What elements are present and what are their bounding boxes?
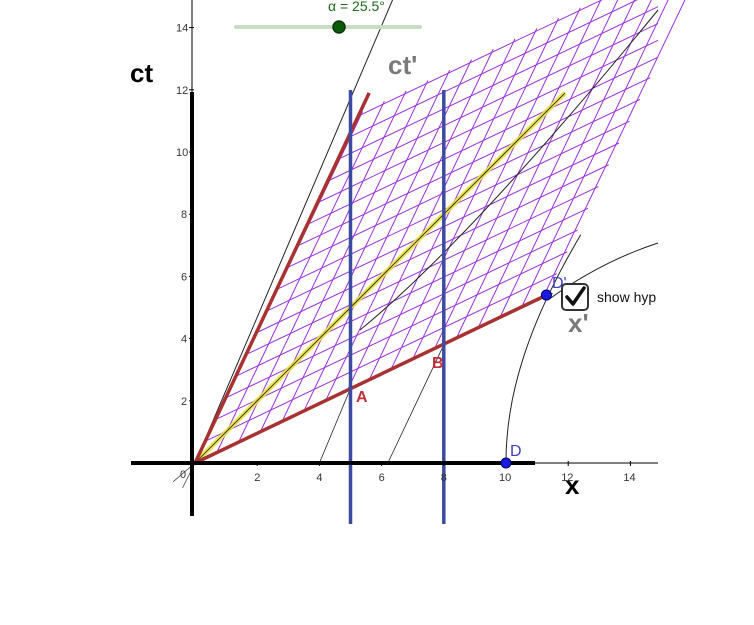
show-hyperbola-checkbox[interactable]: show hyp: [561, 283, 656, 311]
x-axis-label: x: [565, 470, 580, 500]
check-icon: [565, 286, 586, 306]
ct-prime-axis-label: ct': [388, 50, 417, 80]
event-b-label: B: [432, 355, 444, 372]
y-tick-label: 4: [181, 334, 187, 346]
grid-line: [298, 77, 651, 246]
x-tick-label: 8: [441, 472, 447, 484]
x-prime-axis-highlight: [194, 293, 548, 465]
event-a-label: A: [356, 389, 368, 406]
grid-line: [329, 23, 659, 181]
hyperbola-upper: [359, 9, 659, 331]
x-tick-label: 4: [316, 472, 322, 484]
grid-line: [499, 0, 652, 318]
grid-line: [542, 0, 686, 298]
x-tick-label: 14: [623, 472, 635, 484]
hyperbola-x10: [505, 234, 582, 464]
main-axes: [131, 0, 658, 516]
y-tick-label: 10: [176, 147, 188, 159]
hyperbola-right: [547, 242, 659, 301]
grid-line: [325, 49, 494, 401]
grid-line: [350, 0, 638, 137]
checkbox-label: show hyp: [597, 289, 656, 305]
grid-line: [521, 0, 669, 308]
grid-line: [288, 98, 641, 268]
grid-line: [257, 164, 609, 333]
slider-knob[interactable]: [332, 20, 346, 34]
grid-line: [281, 69, 451, 422]
x-tick-label: 12: [561, 472, 573, 484]
worldlines: [348, 90, 446, 524]
primed-axes: [193, 0, 553, 465]
y-tick-label: 8: [181, 209, 187, 221]
tick-labels: 2 4 6 8 10 12 14 2 4 6 8 10 12 14: [176, 23, 636, 484]
construction-line-b: [387, 344, 445, 464]
x-tick-label: 2: [254, 472, 260, 484]
point-d-prime[interactable]: [540, 289, 552, 301]
x-prime-axis-label: x': [568, 308, 589, 338]
grid-line: [412, 7, 581, 360]
x-tick-label: 10: [499, 472, 511, 484]
light-line: [193, 91, 567, 465]
point-d-label: D: [510, 443, 522, 460]
ct-prime-axis-line: [194, 0, 394, 464]
primed-grid: [194, 0, 686, 464]
origin-label: 0: [180, 469, 186, 481]
grid-line: [390, 17, 560, 370]
y-tick-label: 12: [176, 85, 188, 97]
grid-line: [346, 38, 516, 391]
grid-line: [246, 186, 599, 355]
slider-value-label: α = 25.5°: [328, 0, 385, 14]
construction-line-a: [319, 388, 351, 464]
grid-line: [216, 100, 385, 453]
hyperbola-curves: [359, 9, 659, 464]
grid-line: [205, 273, 558, 442]
y-tick-label: 2: [181, 396, 187, 408]
grid-line: [238, 90, 407, 443]
grid-line: [236, 207, 589, 377]
y-tick-label: 6: [181, 271, 187, 283]
grid-line: [477, 0, 636, 329]
grid-line: [360, 0, 603, 116]
point-d[interactable]: [500, 457, 512, 469]
grid-line: [319, 39, 659, 203]
y-tick-label: 14: [176, 23, 188, 35]
grid-line: [303, 59, 472, 412]
grid-line: [340, 6, 659, 159]
points: [500, 289, 552, 469]
light-line-center: [194, 92, 566, 464]
ct-prime-axis-highlight: [193, 92, 371, 464]
alpha-slider[interactable]: α = 25.5°: [234, 0, 422, 34]
grid-line: [215, 251, 568, 420]
x-tick-label: 6: [379, 472, 385, 484]
grid-line: [455, 0, 619, 339]
ct-axis-label: ct: [130, 58, 153, 88]
